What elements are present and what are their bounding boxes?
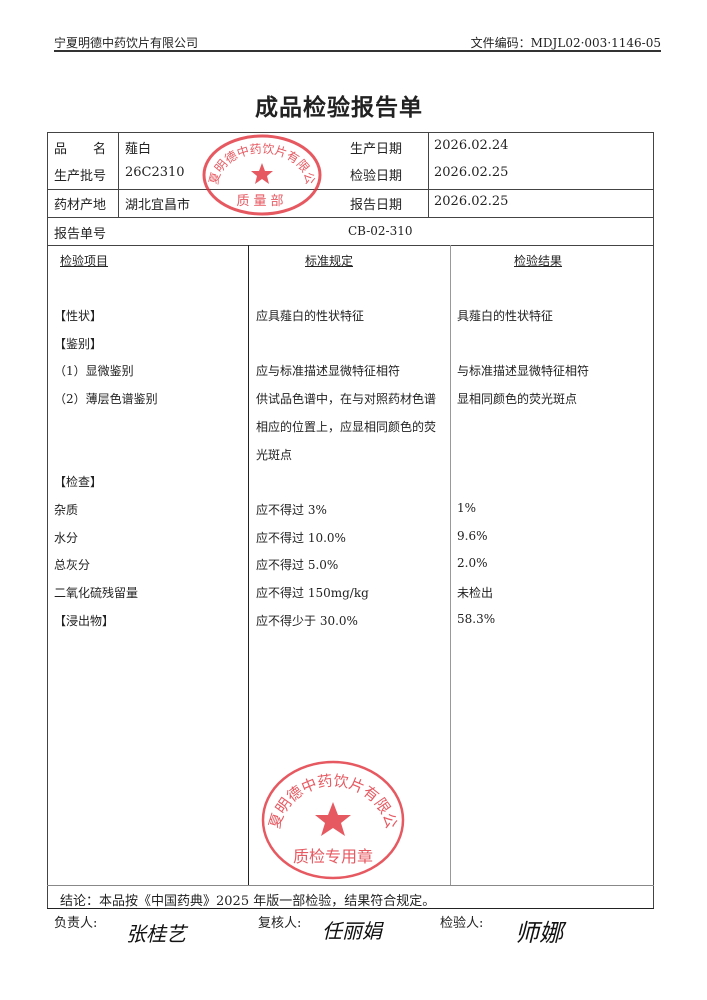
- table-rule: [47, 189, 654, 190]
- header-test-item: 检验项目: [60, 254, 109, 268]
- product-name: 薤白: [125, 142, 152, 157]
- origin: 湖北宜昌市: [125, 198, 191, 213]
- cell-standard: 应不得过 10.0%: [256, 530, 346, 545]
- document-code: 文件编码：MDJL02·003·1146-05: [470, 36, 661, 50]
- header-standard: 标准规定: [305, 254, 354, 268]
- reviewer-signature: 任丽娟: [322, 919, 382, 943]
- test-date-label: 检验日期: [350, 169, 403, 184]
- report-date-label: 报告日期: [350, 198, 403, 213]
- cell-item: （2）薄层色谱鉴别: [54, 392, 158, 407]
- cell-item: （1）显微鉴别: [54, 364, 134, 379]
- page-title: 成品检验报告单: [255, 94, 423, 121]
- origin-label: 药材产地: [54, 198, 107, 213]
- table-rule: [450, 245, 451, 885]
- company-name: 宁夏明德中药饮片有限公司: [54, 36, 199, 50]
- table-rule: [47, 908, 654, 909]
- cell-item: 【检查】: [54, 475, 103, 490]
- cell-standard: 应不得过 150mg/kg: [256, 586, 369, 600]
- quality-inspection-stamp: 宁夏明德中药饮片有限公司 质检专用章: [259, 758, 405, 880]
- header-result: 检验结果: [514, 254, 563, 268]
- report-number-label: 报告单号: [54, 227, 107, 242]
- cell-standard: 相应的位置上，应显相同颜色的荧: [256, 419, 437, 434]
- cell-result: 58.3%: [457, 611, 496, 626]
- cell-standard: 应不得过 5.0%: [256, 558, 339, 573]
- star-icon: [315, 802, 351, 836]
- svg-text:质量部: 质量部: [236, 194, 287, 209]
- cell-item: 二氧化硫残留量: [54, 586, 139, 600]
- cell-result: 具薤白的性状特征: [457, 309, 554, 323]
- production-date: 2026.02.24: [434, 138, 509, 153]
- cell-item: 【浸出物】: [54, 613, 115, 628]
- table-rule: [47, 217, 654, 218]
- inspector-label: 检验人:: [440, 916, 484, 931]
- cell-result: 与标准描述显微特征相符: [457, 364, 590, 379]
- header-rule: [54, 50, 661, 52]
- table-rule: [47, 132, 654, 133]
- cell-standard: 应不得过 3%: [256, 502, 327, 517]
- cell-result: 2.0%: [457, 556, 488, 571]
- batch-number: 26C2310: [125, 165, 185, 180]
- report-date: 2026.02.25: [434, 194, 509, 209]
- cell-result: 显相同颜色的荧光斑点: [457, 392, 578, 407]
- table-rule: [428, 132, 429, 217]
- table-rule: [653, 132, 654, 909]
- reviewer-label: 复核人:: [258, 916, 302, 931]
- inspector-signature: 师娜: [515, 919, 563, 947]
- cell-result: 未检出: [457, 586, 494, 600]
- conclusion: 结论：本品按《中国药典》2025 年版一部检验，结果符合规定。: [60, 894, 436, 909]
- cell-item: 杂质: [54, 502, 79, 517]
- svg-text:质检专用章: 质检专用章: [293, 847, 373, 866]
- star-icon: [251, 163, 273, 184]
- responsible-label: 负责人:: [54, 916, 98, 931]
- table-rule: [47, 245, 654, 246]
- responsible-signature: 张桂艺: [126, 922, 186, 946]
- cell-item: 【鉴别】: [54, 336, 103, 351]
- cell-standard: 应不得少于 30.0%: [256, 613, 358, 628]
- cell-standard: 供试品色谱中，在与对照药材色谱: [256, 392, 437, 407]
- name-label: 品 名: [54, 142, 107, 157]
- table-rule: [248, 245, 249, 885]
- quality-dept-stamp: 宁夏明德中药饮片有限公司 质量部: [200, 133, 322, 216]
- table-rule: [47, 132, 48, 909]
- table-rule: [118, 132, 119, 217]
- cell-standard: 应具薤白的性状特征: [256, 309, 365, 323]
- cell-result: 9.6%: [457, 528, 488, 543]
- table-rule: [47, 885, 654, 886]
- cell-result: 1%: [457, 500, 477, 515]
- cell-item: 水分: [54, 530, 79, 545]
- batch-label: 生产批号: [54, 169, 107, 184]
- cell-item: 【性状】: [54, 309, 103, 323]
- cell-standard: 应与标准描述显微特征相符: [256, 364, 401, 379]
- cell-item: 总灰分: [54, 558, 91, 573]
- production-date-label: 生产日期: [350, 142, 403, 157]
- test-date: 2026.02.25: [434, 165, 509, 180]
- report-number: CB-02-310: [348, 224, 413, 238]
- cell-standard: 光斑点: [256, 447, 293, 462]
